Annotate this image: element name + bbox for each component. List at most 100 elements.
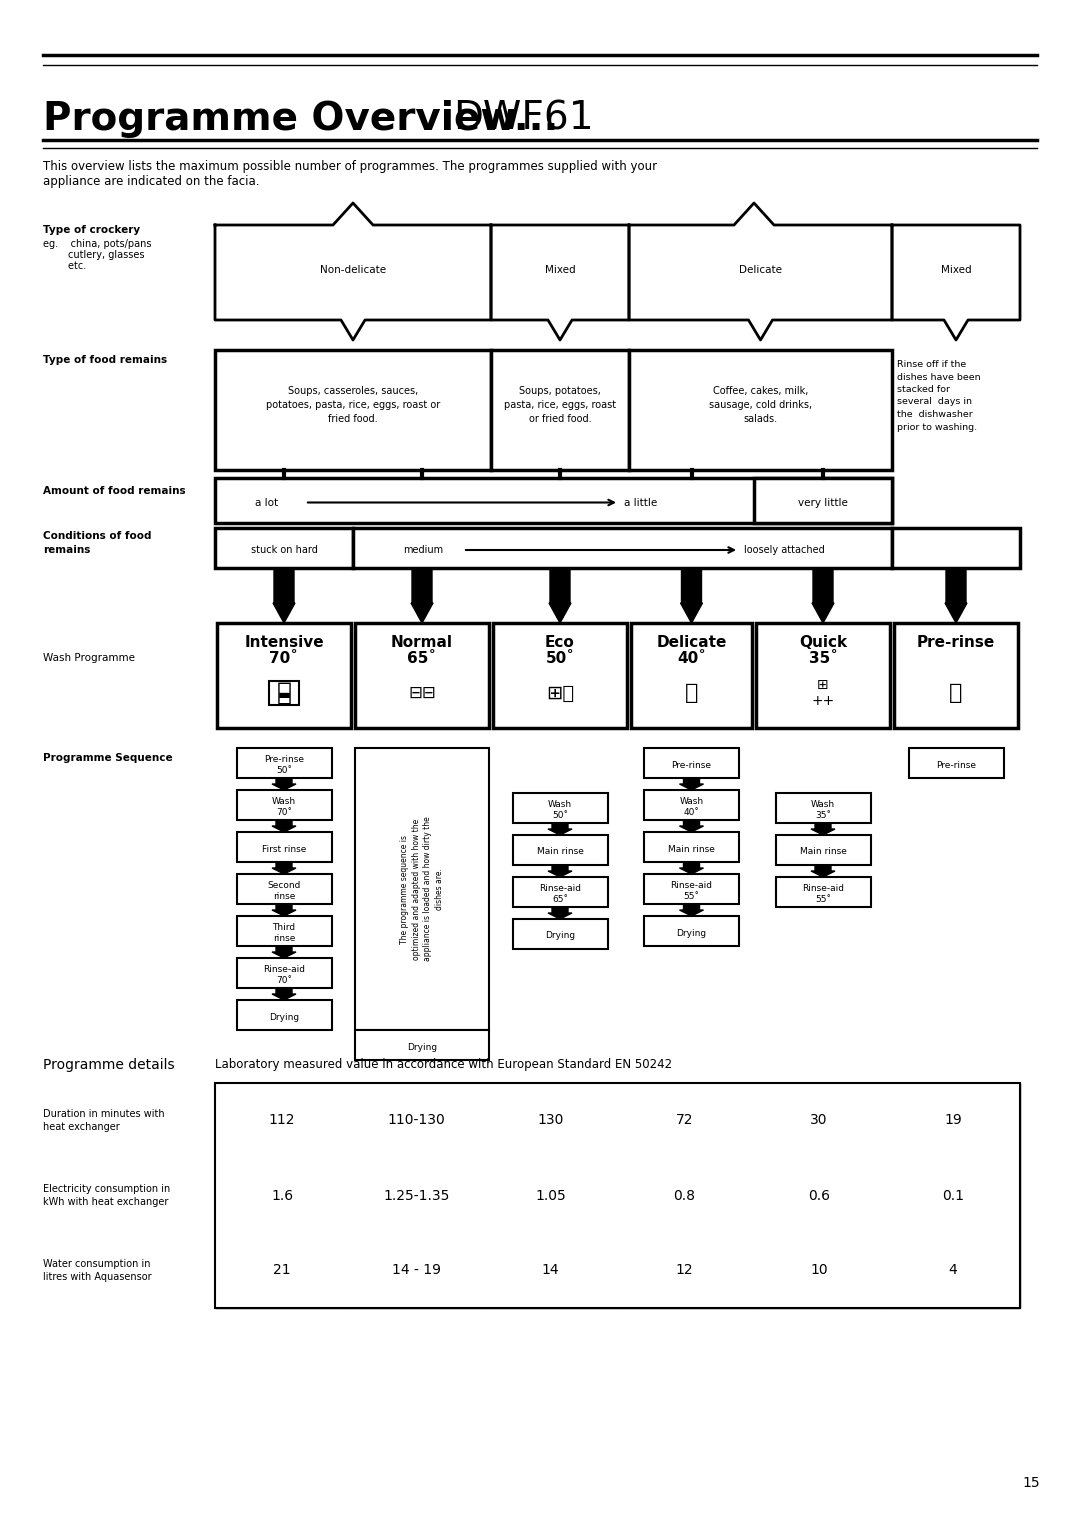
Text: The programme sequence is
optimized and adapted with how the
appliance is loaded: The programme sequence is optimized and … <box>400 817 444 961</box>
Text: 14: 14 <box>541 1263 559 1278</box>
Polygon shape <box>272 820 296 832</box>
Text: Intensive: Intensive <box>244 635 324 650</box>
Text: cutlery, glasses: cutlery, glasses <box>43 250 145 260</box>
Text: Pre-rinse
50˚: Pre-rinse 50˚ <box>264 754 303 776</box>
FancyBboxPatch shape <box>353 528 892 568</box>
Text: 10: 10 <box>810 1263 827 1278</box>
Text: Main rinse: Main rinse <box>537 847 583 856</box>
Text: Wash
35˚: Wash 35˚ <box>811 800 835 820</box>
Polygon shape <box>548 823 572 835</box>
Text: a little: a little <box>624 498 658 507</box>
Text: 0.6: 0.6 <box>808 1189 829 1202</box>
FancyBboxPatch shape <box>892 528 1020 568</box>
FancyBboxPatch shape <box>215 351 491 471</box>
Polygon shape <box>548 865 572 877</box>
FancyBboxPatch shape <box>513 835 607 865</box>
Text: Wash
70˚: Wash 70˚ <box>272 797 296 817</box>
FancyBboxPatch shape <box>237 874 332 905</box>
Text: Drying: Drying <box>545 932 575 941</box>
Polygon shape <box>411 568 433 622</box>
Text: 1.25-1.35: 1.25-1.35 <box>383 1189 449 1202</box>
FancyBboxPatch shape <box>484 1082 618 1158</box>
Text: Drying: Drying <box>676 929 706 938</box>
Text: Amount of food remains: Amount of food remains <box>43 486 186 496</box>
Text: Type of crockery: Type of crockery <box>43 225 140 235</box>
Text: Rinse off if the
dishes have been
stacked for
several  days in
the  dishwasher
p: Rinse off if the dishes have been stacke… <box>897 360 981 431</box>
Text: Wash
40˚: Wash 40˚ <box>679 797 703 817</box>
Text: This overview lists the maximum possible number of programmes. The programmes su: This overview lists the maximum possible… <box>43 159 657 188</box>
Text: ✋: ✋ <box>949 683 962 703</box>
FancyBboxPatch shape <box>237 748 332 779</box>
FancyBboxPatch shape <box>886 1082 1020 1158</box>
Polygon shape <box>680 568 702 622</box>
FancyBboxPatch shape <box>355 622 489 729</box>
FancyBboxPatch shape <box>237 915 332 946</box>
Text: Pre-rinse: Pre-rinse <box>936 761 976 770</box>
FancyBboxPatch shape <box>644 789 739 820</box>
Text: First rinse: First rinse <box>261 844 307 853</box>
Text: 19: 19 <box>944 1114 962 1128</box>
Text: ⬜: ⬜ <box>276 682 292 704</box>
FancyBboxPatch shape <box>644 874 739 905</box>
Text: Water consumption in
litres with Aquasensor: Water consumption in litres with Aquasen… <box>43 1258 151 1283</box>
Text: Programme Sequence: Programme Sequence <box>43 753 173 764</box>
Text: Eco: Eco <box>545 635 575 650</box>
Text: Mixed: Mixed <box>941 266 971 275</box>
Text: Programme Overview...: Programme Overview... <box>43 100 572 138</box>
FancyBboxPatch shape <box>215 1233 349 1309</box>
FancyBboxPatch shape <box>237 958 332 988</box>
Text: Electricity consumption in
kWh with heat exchanger: Electricity consumption in kWh with heat… <box>43 1184 171 1207</box>
Text: Third
rinse: Third rinse <box>272 923 296 943</box>
Text: eg.    china, pots/pans: eg. china, pots/pans <box>43 238 151 249</box>
Text: ▬: ▬ <box>278 688 291 701</box>
FancyBboxPatch shape <box>215 1082 349 1158</box>
Polygon shape <box>272 862 296 874</box>
Polygon shape <box>629 203 892 340</box>
FancyBboxPatch shape <box>644 915 739 946</box>
FancyBboxPatch shape <box>775 792 870 823</box>
Text: 65˚: 65˚ <box>407 651 436 666</box>
FancyBboxPatch shape <box>513 792 607 823</box>
Text: Type of food remains: Type of food remains <box>43 355 167 364</box>
Text: 40˚: 40˚ <box>677 651 706 666</box>
Text: Drying: Drying <box>407 1043 437 1052</box>
Polygon shape <box>272 779 296 789</box>
Polygon shape <box>272 905 296 915</box>
Polygon shape <box>549 568 571 622</box>
FancyBboxPatch shape <box>513 877 607 906</box>
FancyBboxPatch shape <box>631 622 752 729</box>
Text: 1.6: 1.6 <box>271 1189 293 1202</box>
Text: ⊟⊟: ⊟⊟ <box>408 685 436 701</box>
Text: 35˚: 35˚ <box>809 651 837 666</box>
FancyBboxPatch shape <box>237 1000 332 1031</box>
Text: a lot: a lot <box>255 498 279 507</box>
Text: 4: 4 <box>948 1263 957 1278</box>
FancyBboxPatch shape <box>886 1233 1020 1309</box>
Text: 1.05: 1.05 <box>535 1189 566 1202</box>
FancyBboxPatch shape <box>484 1158 618 1233</box>
Text: Rinse-aid
55˚: Rinse-aid 55˚ <box>802 883 843 905</box>
FancyBboxPatch shape <box>513 918 607 949</box>
Text: 130: 130 <box>537 1114 564 1128</box>
Text: Mixed: Mixed <box>544 266 576 275</box>
Text: Conditions of food
remains: Conditions of food remains <box>43 531 151 556</box>
Text: Wash Programme: Wash Programme <box>43 653 135 663</box>
Polygon shape <box>679 820 703 832</box>
Polygon shape <box>272 946 296 958</box>
Text: 21: 21 <box>273 1263 291 1278</box>
Polygon shape <box>679 905 703 915</box>
Polygon shape <box>273 568 295 622</box>
Text: Second
rinse: Second rinse <box>268 880 300 902</box>
FancyBboxPatch shape <box>237 789 332 820</box>
FancyBboxPatch shape <box>752 1082 886 1158</box>
Text: 0.1: 0.1 <box>942 1189 964 1202</box>
Text: 72: 72 <box>676 1114 693 1128</box>
Text: Pre-rinse: Pre-rinse <box>672 761 712 770</box>
Text: Non-delicate: Non-delicate <box>320 266 386 275</box>
FancyBboxPatch shape <box>644 748 739 779</box>
Polygon shape <box>945 568 967 622</box>
Text: etc.: etc. <box>43 261 86 272</box>
FancyBboxPatch shape <box>269 682 299 704</box>
Text: Main rinse: Main rinse <box>669 844 715 853</box>
FancyBboxPatch shape <box>752 1158 886 1233</box>
